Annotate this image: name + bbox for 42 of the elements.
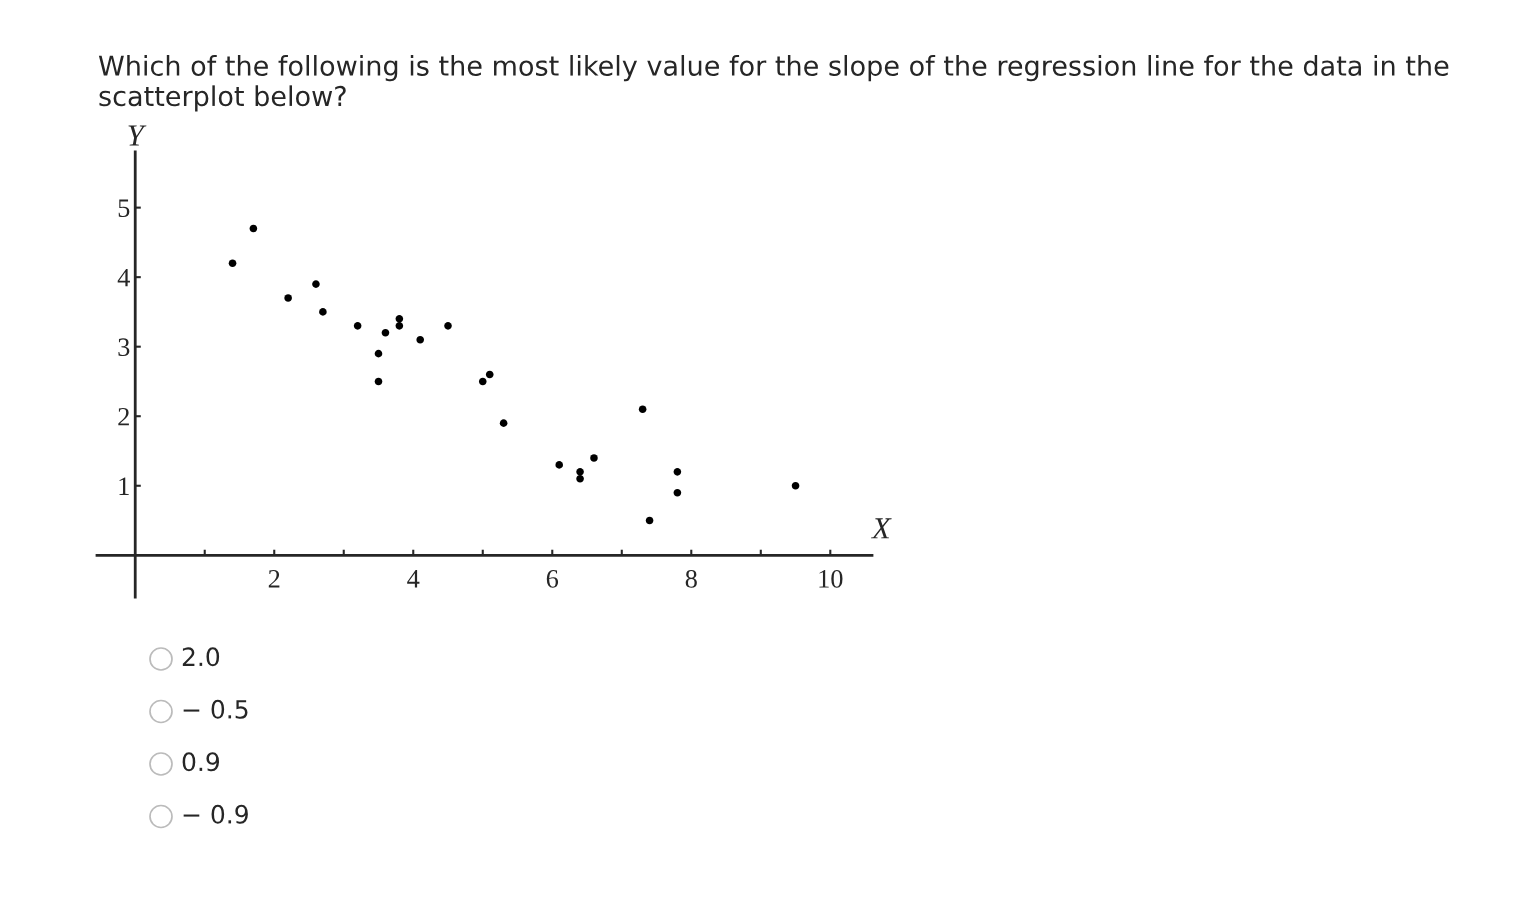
point bbox=[319, 308, 327, 316]
point bbox=[381, 328, 390, 337]
point bbox=[576, 474, 584, 483]
x-tick-label: 10 bbox=[819, 569, 843, 588]
point bbox=[638, 405, 647, 414]
point bbox=[353, 322, 362, 330]
x-tick-label: 2 bbox=[268, 570, 280, 588]
y-tick-label: 3 bbox=[118, 338, 130, 357]
point bbox=[416, 335, 425, 344]
point bbox=[284, 294, 292, 302]
chart-title: Which of the following is the most likely value for the slope of the regression line for the data in the scatterplot below? bbox=[98, 55, 1449, 112]
point bbox=[312, 280, 320, 288]
point bbox=[485, 370, 494, 379]
point bbox=[791, 481, 800, 490]
point bbox=[499, 419, 508, 427]
y-tick-label: 4 bbox=[117, 268, 130, 287]
point bbox=[645, 516, 654, 525]
y-tick-label: 5 bbox=[118, 199, 130, 218]
point bbox=[590, 454, 598, 462]
y-tick-label: 1 bbox=[119, 477, 129, 495]
point bbox=[374, 377, 383, 386]
point bbox=[395, 322, 404, 330]
point bbox=[228, 259, 237, 268]
y-tick-label: 2 bbox=[118, 407, 129, 426]
point bbox=[374, 349, 383, 358]
x-tick-label: 6 bbox=[546, 570, 559, 588]
point bbox=[249, 224, 258, 233]
y-axis-title: Y bbox=[128, 125, 147, 146]
point bbox=[478, 377, 487, 386]
point bbox=[576, 468, 584, 476]
point bbox=[395, 315, 404, 323]
point bbox=[555, 461, 564, 469]
text: 2.0 bbox=[182, 647, 220, 667]
x-tick-label: 4 bbox=[407, 570, 420, 588]
x-axis-title: X bbox=[870, 518, 892, 539]
text: − 0.5 bbox=[183, 699, 248, 719]
x-tick-label: 8 bbox=[685, 569, 697, 588]
text: 0.9 bbox=[182, 752, 219, 772]
point bbox=[673, 488, 682, 497]
text: − 0.9 bbox=[183, 804, 248, 824]
point bbox=[673, 468, 682, 476]
point bbox=[444, 322, 452, 330]
